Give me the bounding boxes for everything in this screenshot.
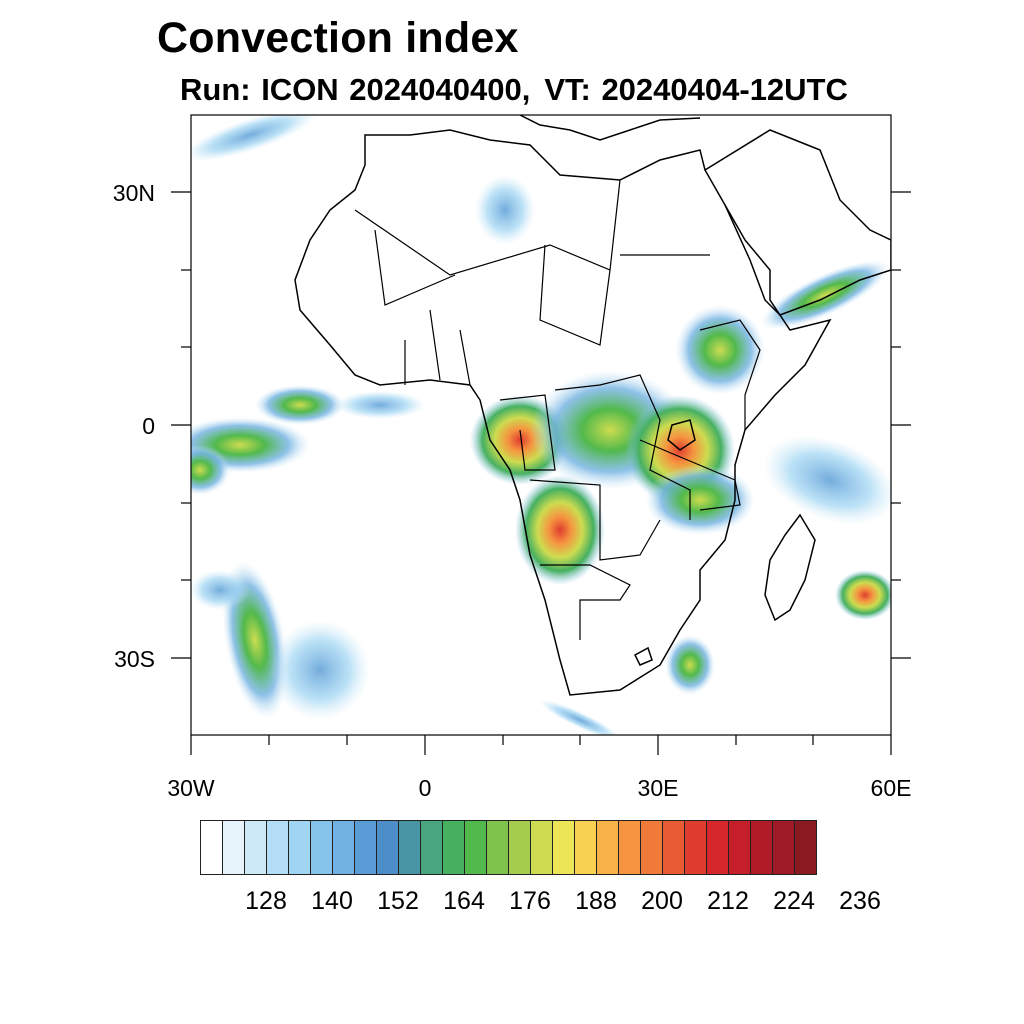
map-subtitle: Run: ICON 2024040400, VT: 20240404-12UTC — [180, 72, 848, 108]
colorbar-cell — [398, 820, 420, 875]
tanzania-border — [639, 439, 741, 511]
chad-border — [539, 244, 611, 346]
colorbar-cell — [596, 820, 618, 875]
colorbar-cell — [794, 820, 817, 875]
colorbar-cell — [464, 820, 486, 875]
colorbar-label: 200 — [641, 887, 683, 915]
lat-label-0: 0 — [142, 413, 155, 439]
colorbar-cell — [530, 820, 552, 875]
atlantic-west-cell — [191, 445, 230, 495]
colorbar-cell — [728, 820, 750, 875]
colorbar-cell — [574, 820, 596, 875]
colorbar-cell — [266, 820, 288, 875]
indian-ocean-band — [762, 435, 891, 525]
gulf-guinea-cell — [335, 391, 425, 419]
colorbar-cell — [706, 820, 728, 875]
indian-ocean-cell — [835, 570, 891, 620]
south-atlantic-cloud-2 — [191, 570, 250, 610]
colorbar-cell — [662, 820, 684, 875]
drc-east-border — [554, 374, 691, 520]
sahel-border — [354, 179, 621, 276]
angola-border — [529, 479, 661, 561]
valid-time-label: VT: 20240404-12UTC — [544, 72, 848, 107]
colorbar-label: 188 — [575, 887, 617, 915]
angola-cell — [515, 475, 605, 585]
colorbar-cell — [244, 820, 266, 875]
colorbar-cell — [750, 820, 772, 875]
colorbar-cell — [288, 820, 310, 875]
run-label: Run: ICON 2024040400, — [180, 72, 531, 107]
north-atlantic-band — [191, 115, 317, 162]
lake-victoria — [667, 419, 696, 451]
colorbar-cell — [508, 820, 530, 875]
colorbar-label: 212 — [707, 887, 749, 915]
lat-label-30n: 30N — [112, 180, 155, 206]
sahara-streak — [475, 175, 535, 245]
convection-field — [191, 115, 891, 735]
colorbar-cell — [772, 820, 794, 875]
arabia-band — [760, 260, 890, 330]
colorbar-label: 152 — [377, 887, 419, 915]
colorbar-cell — [332, 820, 354, 875]
map-title: Convection index — [157, 14, 519, 62]
lon-label-60e: 60E — [870, 775, 912, 801]
colorbar-cell — [354, 820, 376, 875]
lon-label-30w: 30W — [167, 775, 215, 801]
gabon-congo-border — [499, 394, 556, 471]
colorbar-label: 224 — [773, 887, 815, 915]
europe-coastline — [519, 115, 701, 141]
colorbar-label: 140 — [311, 887, 353, 915]
colorbar-cell — [376, 820, 398, 875]
colorbar-cell — [684, 820, 706, 875]
colorbar-cell — [640, 820, 662, 875]
namibia-border — [540, 564, 631, 640]
lesotho-border — [634, 646, 653, 666]
ethiopia-border — [699, 319, 761, 430]
ethiopia-cell — [675, 305, 765, 395]
colorbar-cell — [310, 820, 332, 875]
borders — [354, 179, 761, 640]
colorbar-cell — [222, 820, 244, 875]
colorbar-label: 236 — [839, 887, 881, 915]
colorbar-cell — [442, 820, 464, 875]
lat-label-30s: 30S — [114, 646, 155, 672]
africa-coastline — [294, 129, 832, 696]
south-atlantic-cloud — [270, 620, 370, 720]
southern-band — [539, 699, 621, 735]
colorbar-cell — [552, 820, 574, 875]
mali-border — [374, 229, 456, 306]
colorbar — [200, 820, 817, 875]
west-africa-borders — [404, 309, 471, 386]
coastlines — [294, 115, 891, 696]
colorbar-cell — [200, 820, 222, 875]
colorbar-label: 176 — [509, 887, 551, 915]
colorbar-cell — [618, 820, 640, 875]
colorbar-label: 164 — [443, 887, 485, 915]
colorbar-cell — [486, 820, 508, 875]
madagascar-coastline — [764, 513, 816, 622]
lon-label-0: 0 — [418, 775, 432, 801]
colorbar-label: 128 — [245, 887, 287, 915]
mozambique-channel-cell — [665, 635, 715, 695]
tick-marks — [171, 191, 911, 755]
lon-label-30e: 30E — [637, 775, 679, 801]
atlantic-cell — [255, 385, 345, 425]
tanzania-cell — [645, 465, 755, 535]
colorbar-cell — [420, 820, 442, 875]
arabia-coastline — [704, 129, 891, 316]
